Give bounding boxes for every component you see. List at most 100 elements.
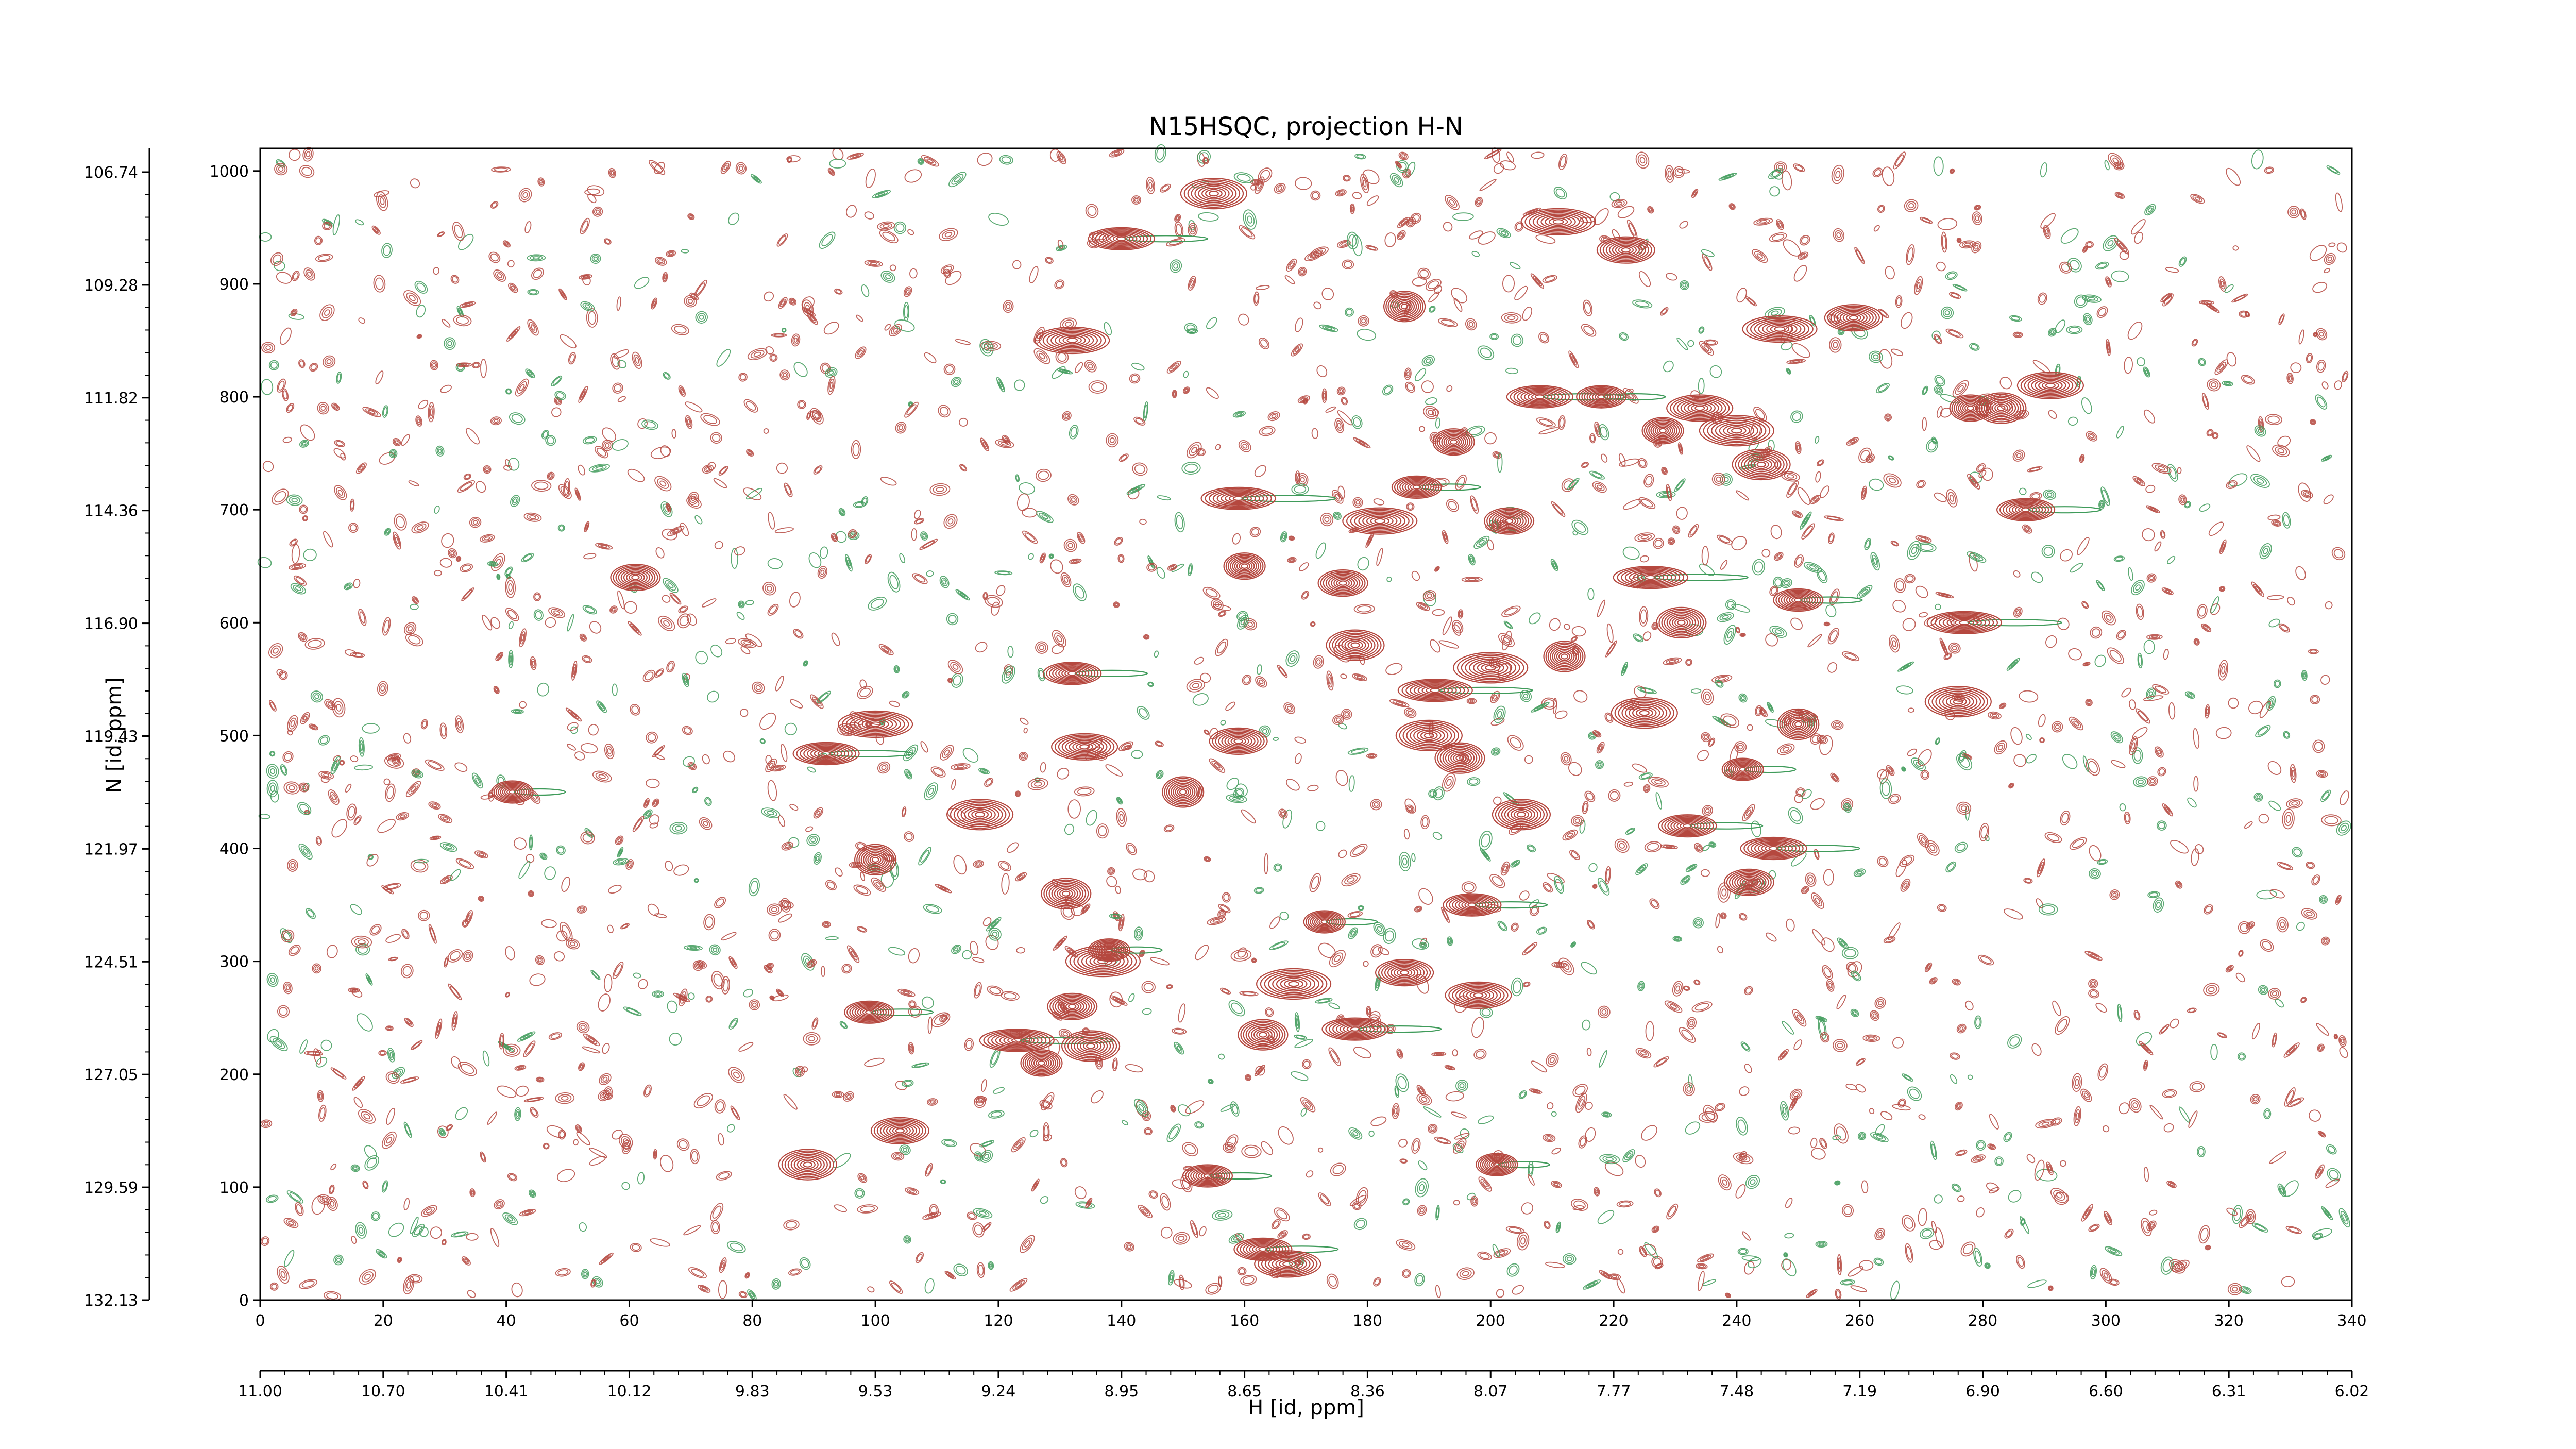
positive-noise-contour [2277, 448, 2285, 453]
positive-noise-contour [1522, 981, 1531, 987]
positive-noise-contour [553, 951, 565, 962]
positive-noise-contour [1456, 477, 1465, 488]
positive-noise-contour [810, 408, 824, 425]
positive-noise-contour [1117, 811, 1126, 824]
positive-noise-contour [1016, 493, 1030, 511]
positive-noise-contour [555, 1092, 575, 1104]
positive-noise-contour [1492, 876, 1503, 886]
positive-noise-contour [2323, 494, 2334, 504]
positive-noise-contour [609, 169, 615, 177]
negative-noise-contour [745, 600, 754, 605]
negative-noise-contour [269, 751, 276, 757]
positive-noise-contour [1542, 275, 1557, 283]
positive-noise-contour [1701, 732, 1711, 743]
negative-noise-contour [1357, 329, 1377, 341]
positive-noise-contour [1716, 534, 1733, 545]
positive-noise-contour [1684, 1084, 1693, 1094]
positive-noise-contour [686, 417, 692, 427]
negative-noise-contour [1574, 522, 1586, 533]
positive-noise-contour [1906, 244, 1915, 265]
positive-noise-contour [1111, 150, 1122, 157]
positive-noise-contour [1915, 535, 1932, 543]
positive-noise-contour [2273, 520, 2280, 526]
negative-noise-contour [1600, 426, 1608, 438]
positive-noise-contour [1003, 992, 1017, 1000]
positive-noise-contour [1239, 1268, 1245, 1274]
negative-noise-contour [1596, 761, 1603, 768]
positive-noise-contour [2218, 276, 2227, 292]
positive-noise-contour [2117, 631, 2125, 639]
positive-noise-contour [403, 290, 421, 306]
negative-noise-contour [1569, 479, 1578, 488]
positive-noise-contour [437, 1125, 449, 1138]
positive-noise-contour [417, 418, 421, 424]
negative-noise-contour [272, 1038, 285, 1049]
negative-noise-contour [1659, 492, 1673, 497]
positive-noise-contour [352, 1076, 365, 1091]
positive-noise-contour [2053, 1190, 2065, 1201]
negative-noise-contour [1137, 931, 1141, 937]
positive-noise-contour [630, 1243, 642, 1252]
positive-noise-contour [1745, 296, 1757, 307]
positive-noise-contour [321, 1197, 328, 1202]
positive-noise-contour [298, 782, 310, 793]
positive-noise-contour [377, 819, 396, 833]
positive-noise-contour [1951, 170, 1954, 173]
negative-noise-contour [1497, 920, 1507, 932]
negative-noise-contour [1873, 558, 1877, 565]
positive-noise-contour [1850, 440, 1855, 444]
positive-noise-contour [281, 929, 295, 942]
negative-noise-contour [2267, 698, 2275, 709]
positive-noise-contour [930, 1100, 935, 1104]
positive-noise-contour [403, 1198, 410, 1210]
positive-noise-contour [2004, 1228, 2014, 1239]
negative-noise-contour [541, 854, 546, 858]
positive-noise-contour [455, 715, 464, 734]
positive-noise-contour [786, 155, 801, 163]
positive-noise-contour [1447, 197, 1458, 208]
positive-noise-contour [699, 1286, 709, 1292]
negative-noise-contour [728, 212, 740, 225]
negative-noise-contour [2089, 868, 2101, 880]
positive-noise-contour [1022, 530, 1038, 544]
positive-noise-contour [856, 348, 865, 358]
positive-noise-contour [1351, 206, 1354, 211]
positive-noise-contour [2253, 583, 2263, 595]
positive-noise-contour [2151, 463, 2172, 474]
negative-noise-contour [1934, 385, 1943, 395]
positive-noise-contour [1182, 1142, 1198, 1157]
positive-noise-contour [1877, 205, 1885, 213]
positive-noise-contour [406, 292, 418, 304]
positive-noise-contour [1430, 639, 1440, 653]
positive-noise-contour [2134, 1012, 2140, 1019]
negative-noise-contour [1737, 1119, 1747, 1133]
negative-noise-contour [540, 853, 547, 859]
positive-noise-contour [914, 518, 925, 525]
positive-noise-contour [521, 1210, 534, 1216]
positive-noise-contour [2289, 800, 2300, 807]
positive-noise-contour [1722, 914, 1725, 918]
positive-noise-contour [433, 836, 438, 839]
positive-noise-contour [696, 963, 701, 968]
positive-noise-contour [413, 861, 426, 871]
positive-noise-contour [2338, 1035, 2347, 1047]
positive-noise-contour [884, 854, 893, 861]
positive-noise-contour [405, 624, 415, 634]
negative-noise-contour [416, 282, 426, 292]
positive-noise-contour [2206, 985, 2217, 995]
positive-noise-contour [1987, 711, 2002, 720]
positive-noise-contour [981, 440, 988, 449]
positive-noise-contour [1471, 1197, 1478, 1205]
positive-noise-contour [442, 1240, 446, 1245]
positive-noise-contour [505, 608, 519, 621]
negative-noise-contour [919, 160, 922, 163]
positive-noise-contour [723, 750, 736, 763]
negative-noise-contour [1922, 385, 1928, 395]
positive-noise-contour [418, 909, 430, 921]
positive-noise-contour [915, 1252, 924, 1263]
positive-noise-contour [832, 1091, 844, 1098]
positive-noise-contour [351, 935, 372, 949]
positive-noise-contour [544, 1143, 549, 1149]
negative-noise-contour [1817, 1016, 1826, 1021]
positive-noise-contour [492, 202, 498, 208]
